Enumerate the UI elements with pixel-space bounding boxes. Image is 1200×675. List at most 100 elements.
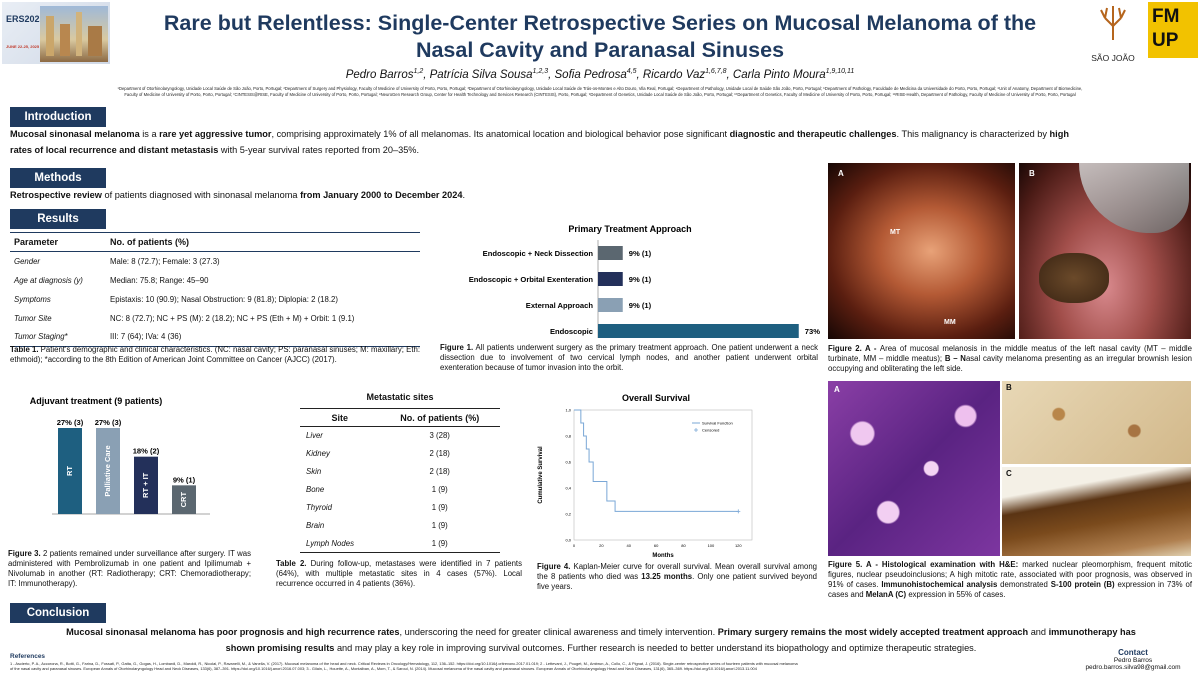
count-cell: 2 (18) bbox=[429, 449, 450, 458]
data-label: 9% (1) bbox=[629, 301, 652, 310]
bar bbox=[598, 272, 623, 286]
table2-caption: Table 2. During follow-up, metastases we… bbox=[276, 559, 522, 588]
authors: Pedro Barros1,2, Patrícia Silva Sousa1,2… bbox=[345, 68, 855, 81]
endoscopy-image-a: A MT MM bbox=[828, 163, 1015, 339]
site-cell: Thyroid bbox=[306, 503, 332, 512]
parameter-cell: Gender bbox=[14, 256, 41, 266]
count-cell: 1 (9) bbox=[379, 534, 500, 553]
table-row: Skin 2 (18) bbox=[300, 463, 500, 481]
author-affiliation-sup: 4,5 bbox=[626, 68, 637, 75]
conclusion-text: Mucosal sinonasal melanoma has poor prog… bbox=[66, 627, 1136, 653]
reference-line-1: 1 - Ascierto, P. A., Accorona, R., Botti… bbox=[10, 661, 798, 666]
bar bbox=[134, 456, 158, 514]
fig2-label-mm: MM bbox=[944, 319, 956, 326]
author-affiliation-sup: 1,2 bbox=[413, 68, 424, 75]
contact-email[interactable]: pedro.barros.silva98@gmail.com bbox=[1085, 664, 1181, 671]
title-line-2: Nasal Cavity and Paranasal Sinuses bbox=[415, 38, 785, 62]
chart-title: Adjuvant treatment (9 patients) bbox=[30, 396, 163, 406]
bar bbox=[58, 428, 82, 514]
data-label: 27% (3) bbox=[57, 418, 84, 427]
table2-header-site: Site bbox=[300, 408, 380, 427]
y-tick-label: 0,6 bbox=[565, 460, 571, 465]
table-row: Liver 3 (28) bbox=[300, 427, 500, 445]
introduction-text: Mucosal sinonasal melanoma is a rare yet… bbox=[10, 129, 1069, 155]
x-tick-label: 20 bbox=[599, 543, 604, 548]
count-cell: 1 (9) bbox=[431, 485, 448, 494]
reference-line-2: of the nasal cavity and paranasal sinuse… bbox=[10, 666, 757, 671]
results-heading: Results bbox=[10, 209, 106, 229]
author-affiliation-sup: 1,2,3 bbox=[532, 68, 549, 75]
table-row: Thyroid 1 (9) bbox=[300, 499, 500, 517]
site-cell: Bone bbox=[306, 485, 325, 494]
fig5-label-a: A bbox=[834, 385, 840, 394]
table-row: Tumor Site NC: 8 (72.7); NC + PS (M): 2 (… bbox=[10, 309, 420, 328]
references-heading: References bbox=[10, 653, 46, 660]
author-name: Ricardo Vaz bbox=[642, 68, 706, 81]
sao-joao-label: SÃO JOÃO bbox=[1091, 53, 1135, 63]
conference-logo: ERS2025 JUNE 22-25, 2025 bbox=[2, 2, 110, 64]
parameter-cell: Tumor Staging* bbox=[10, 327, 106, 347]
legend-censored-mark bbox=[694, 428, 698, 432]
bar bbox=[172, 485, 196, 514]
data-label: 18% (2) bbox=[133, 447, 160, 456]
bar bbox=[598, 298, 623, 312]
site-cell: Liver bbox=[306, 431, 323, 441]
figure5-caption: Figure 5. A - Histological examination w… bbox=[828, 560, 1193, 599]
y-tick-label: 0,0 bbox=[565, 538, 571, 543]
survival-line bbox=[574, 409, 739, 512]
category-label: External Approach bbox=[526, 301, 594, 310]
affiliations-line-2: Faculty of Medicine of University of Por… bbox=[124, 91, 1076, 97]
city-image bbox=[40, 6, 108, 62]
figure3-caption: Figure 3. 2 patients remained under surv… bbox=[8, 549, 251, 588]
table1-header-count: No. of patients (%) bbox=[106, 232, 420, 252]
y-tick-label: 0,4 bbox=[565, 486, 571, 491]
sao-joao-logo: SÃO JOÃO bbox=[1084, 2, 1142, 64]
site-cell: Kidney bbox=[306, 449, 330, 458]
metastatic-sites-table: Site No. of patients (%) Liver 3 (28) Kidn… bbox=[300, 408, 500, 553]
table1-caption: Table 1. Patient's demographic and clini… bbox=[10, 345, 420, 364]
count-cell: 1 (9) bbox=[431, 521, 448, 530]
fig5-label-c: C bbox=[1006, 469, 1012, 478]
parameter-cell: Tumor Site bbox=[14, 313, 52, 323]
table-row: Tumor Staging* III: 7 (64); IVa: 4 (36) bbox=[10, 327, 420, 347]
value-cell: Epistaxis: 10 (90.9); Nasal Obstruction:… bbox=[110, 294, 338, 304]
contact-heading: Contact bbox=[1118, 648, 1148, 657]
site-cell: Lymph Nodes bbox=[300, 534, 380, 553]
parameter-cell: Symptoms bbox=[14, 294, 51, 304]
x-tick-label: 0 bbox=[573, 543, 576, 548]
value-cell: NC: 8 (72.7); NC + PS (M): 2 (18.2); NC … bbox=[110, 313, 355, 323]
primary-treatment-chart: Primary Treatment Approach Endoscopic + N… bbox=[469, 224, 820, 338]
y-tick-label: 0,2 bbox=[565, 512, 571, 517]
x-tick-label: 100 bbox=[708, 543, 715, 548]
count-cell: 1 (9) bbox=[431, 503, 448, 512]
introduction-heading: Introduction bbox=[10, 107, 106, 127]
table-row: Lymph Nodes 1 (9) bbox=[300, 534, 500, 553]
data-label: 9% (1) bbox=[173, 475, 196, 484]
category-label: Endoscopic bbox=[550, 327, 593, 336]
chart-title: Primary Treatment Approach bbox=[568, 224, 691, 234]
x-tick-label: 60 bbox=[654, 543, 659, 548]
author-name: Patrícia Silva Sousa bbox=[429, 68, 533, 81]
table-row: Brain 1 (9) bbox=[300, 517, 500, 535]
contact-block: Contact Pedro Barros pedro.barros.silva9… bbox=[1070, 648, 1196, 671]
tree-icon bbox=[1100, 6, 1126, 40]
category-label: Endoscopic + Neck Dissection bbox=[483, 249, 594, 258]
category-label: Endoscopic + Orbital Exenteration bbox=[469, 275, 594, 284]
fmup-line-1: FM bbox=[1152, 6, 1180, 27]
table-row: Symptoms Epistaxis: 10 (90.9); Nasal Obst… bbox=[10, 290, 420, 309]
table2-header-count: No. of patients (%) bbox=[379, 408, 500, 427]
table1-header-parameter: Parameter bbox=[10, 232, 106, 252]
data-label: 9% (1) bbox=[629, 249, 652, 258]
contact-name: Pedro Barros bbox=[1113, 657, 1153, 664]
histology-image-c: C bbox=[1002, 467, 1191, 556]
fig2-label-mt: MT bbox=[890, 229, 901, 236]
y-tick-label: 0,8 bbox=[565, 434, 571, 439]
y-tick-label: 1,0 bbox=[565, 408, 571, 413]
x-tick-label: 120 bbox=[735, 543, 742, 548]
author-affiliation-sup: 1,9,10,11 bbox=[825, 68, 855, 75]
value-cell: Median: 75.8; Range: 45–90 bbox=[110, 275, 209, 285]
author-name: Pedro Barros bbox=[345, 68, 414, 81]
x-tick-label: 40 bbox=[627, 543, 632, 548]
category-label: CRT bbox=[179, 492, 188, 508]
conclusion-heading: Conclusion bbox=[10, 603, 106, 623]
